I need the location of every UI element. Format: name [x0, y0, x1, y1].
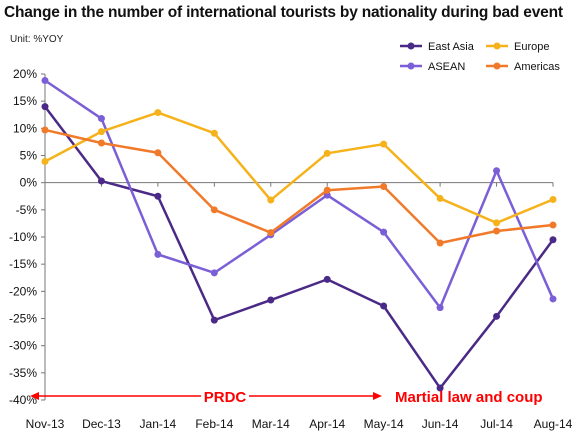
data-point-americas — [380, 182, 388, 190]
legend-label-europe: Europe — [514, 41, 549, 53]
data-point-asean — [493, 167, 501, 175]
x-tick-label: Jan-14 — [140, 417, 177, 431]
data-point-europe — [154, 109, 162, 117]
y-tick-label: 0% — [20, 176, 38, 190]
data-point-asean — [41, 77, 49, 85]
x-tick-label: Aug-14 — [534, 417, 573, 431]
annotation-arrowhead-left — [30, 392, 39, 400]
y-tick-label: -25% — [9, 312, 37, 326]
data-point-asean — [154, 250, 162, 258]
data-point-east-asia — [154, 192, 162, 200]
data-point-east-asia — [41, 103, 49, 111]
y-tick-label: -30% — [9, 339, 37, 353]
data-point-east-asia — [210, 316, 218, 324]
data-point-east-asia — [493, 312, 501, 320]
data-point-asean — [380, 228, 388, 236]
data-point-europe — [41, 157, 49, 165]
series-line-east-asia — [44, 105, 555, 390]
y-tick-label: 5% — [20, 149, 38, 163]
y-tick-label: -40% — [9, 393, 37, 407]
series-line-europe — [44, 111, 554, 225]
y-tick-label: -10% — [9, 230, 37, 244]
data-point-europe — [380, 140, 388, 148]
legend-marker-asean — [407, 62, 415, 70]
annotation-arrowhead-right — [373, 392, 382, 400]
data-point-asean — [549, 295, 557, 303]
data-point-asean — [436, 304, 444, 312]
data-point-americas — [41, 126, 49, 134]
x-tick-label: May-14 — [364, 417, 404, 431]
data-point-europe — [97, 128, 105, 136]
y-tick-label: -20% — [9, 284, 37, 298]
y-tick-label: -15% — [9, 257, 37, 271]
data-point-asean — [97, 115, 105, 123]
x-tick-label: Apr-14 — [309, 417, 345, 431]
y-tick-label: 10% — [13, 121, 37, 135]
y-tick-label: -35% — [9, 366, 37, 380]
data-point-europe — [493, 219, 501, 227]
data-point-americas — [97, 139, 105, 147]
data-point-asean — [323, 191, 331, 199]
data-point-americas — [549, 221, 557, 229]
legend-marker-americas — [493, 62, 501, 70]
legend-label-east-asia: East Asia — [428, 41, 475, 53]
data-point-americas — [267, 229, 275, 237]
data-point-europe — [549, 196, 557, 204]
data-point-americas — [436, 239, 444, 247]
y-tick-label: 15% — [13, 94, 37, 108]
annotation-prdc: PRDC — [204, 389, 247, 406]
series-line-asean — [44, 79, 555, 309]
x-tick-label: Mar-14 — [252, 417, 290, 431]
series-line-americas — [44, 128, 554, 245]
chart-title: Change in the number of international to… — [4, 4, 563, 21]
data-point-europe — [267, 196, 275, 204]
legend-marker-east-asia — [407, 42, 415, 50]
x-tick-label: Nov-13 — [26, 417, 65, 431]
data-point-east-asia — [380, 302, 388, 310]
data-point-east-asia — [97, 177, 105, 185]
data-point-americas — [493, 227, 501, 235]
legend-label-americas: Americas — [514, 61, 560, 73]
y-tick-label: 20% — [13, 67, 37, 81]
data-point-americas — [210, 206, 218, 214]
y-tick-label: -5% — [16, 203, 38, 217]
x-tick-label: Feb-14 — [195, 417, 233, 431]
data-point-east-asia — [549, 236, 557, 244]
data-point-asean — [210, 269, 218, 277]
data-point-europe — [323, 149, 331, 157]
annotation-bg-prdc — [201, 386, 249, 406]
annotation-martial-law: Martial law and coup — [395, 389, 543, 406]
data-point-europe — [210, 129, 218, 137]
unit-label: Unit: %YOY — [10, 34, 64, 45]
legend-label-asean: ASEAN — [428, 61, 465, 73]
data-point-americas — [323, 186, 331, 194]
legend-marker-europe — [493, 42, 501, 50]
x-tick-label: Jun-14 — [422, 417, 459, 431]
x-tick-label: Dec-13 — [82, 417, 121, 431]
data-point-east-asia — [436, 384, 444, 392]
data-point-americas — [154, 149, 162, 157]
data-point-east-asia — [323, 275, 331, 283]
x-tick-label: Jul-14 — [480, 417, 513, 431]
data-point-europe — [436, 194, 444, 202]
data-point-east-asia — [267, 296, 275, 304]
